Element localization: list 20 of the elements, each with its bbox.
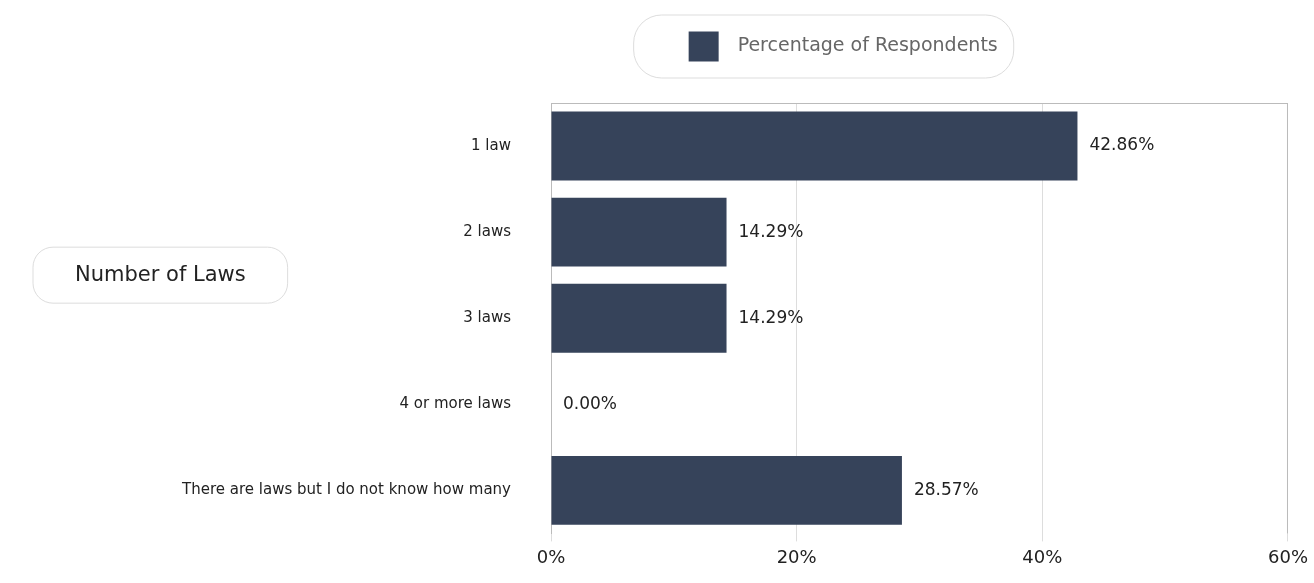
data-label: 42.86%: [1089, 134, 1155, 155]
x-tick-label: 40%: [1022, 545, 1063, 567]
data-label: 14.29%: [738, 220, 804, 241]
x-tick-label: 20%: [776, 545, 817, 567]
x-tick-label: 0%: [536, 545, 566, 567]
y-tick-label: There are laws but I do not know how many: [181, 480, 512, 499]
y-axis-title: Number of Laws: [75, 261, 246, 286]
data-label: 28.57%: [913, 478, 979, 499]
y-tick-label: 3 laws: [463, 308, 512, 327]
legend-label: Percentage of Respondents: [737, 33, 998, 56]
y-tick-label: 2 laws: [463, 222, 512, 241]
bar: [551, 455, 902, 525]
bar: [551, 283, 727, 353]
x-tick-label: 60%: [1267, 545, 1308, 567]
data-label: 0.00%: [563, 392, 618, 413]
y-tick-label: 4 or more laws: [399, 394, 512, 413]
bar: [551, 111, 1078, 181]
y-tick-label: 1 law: [471, 135, 511, 154]
bar: [551, 197, 727, 267]
data-label: 14.29%: [738, 306, 804, 327]
